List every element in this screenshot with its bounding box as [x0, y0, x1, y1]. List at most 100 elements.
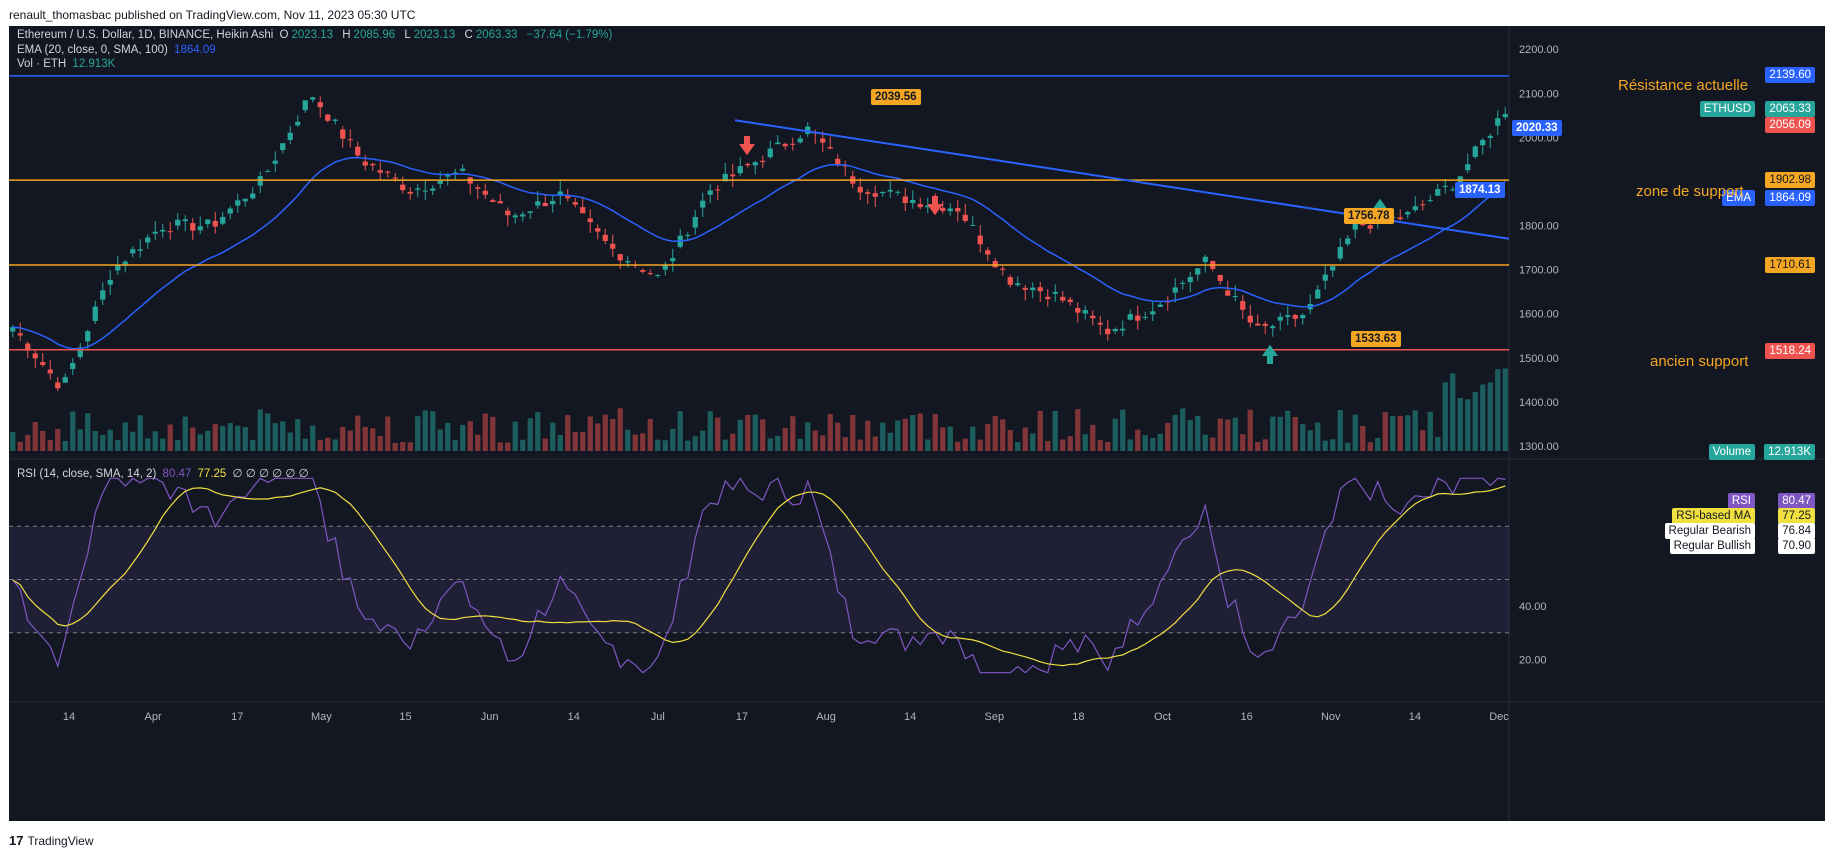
rsi-extras: ∅ ∅ ∅ ∅ ∅ ∅ — [232, 468, 309, 480]
volume-bar — [632, 434, 638, 451]
volume-bar — [1015, 442, 1021, 451]
volume-bar — [1060, 439, 1066, 451]
level-2020-callout: 2020.33 — [1512, 120, 1562, 136]
volume-bar — [220, 426, 226, 451]
candle-body — [167, 231, 173, 233]
candle-body — [962, 214, 968, 221]
volume-bar — [505, 442, 511, 451]
candle-body — [197, 226, 203, 231]
candle-body — [542, 203, 548, 207]
tradingview-brand: TradingView — [27, 833, 94, 848]
volume-bar — [1172, 414, 1178, 451]
candle-body — [355, 146, 361, 156]
candle-body — [1472, 146, 1478, 157]
volume-bar — [1442, 382, 1448, 451]
candle-body — [587, 218, 593, 223]
candle-body — [1247, 315, 1253, 323]
volume-bar — [857, 439, 863, 451]
candle-body — [940, 207, 946, 211]
candle-body — [1135, 315, 1141, 321]
volume-bar — [1465, 399, 1471, 451]
candle-body — [175, 219, 181, 226]
ema-legend: EMA (20, close, 0, SMA, 100) 1864.09 — [17, 44, 219, 56]
volume-bar — [1195, 416, 1201, 451]
candle-body — [610, 243, 616, 249]
volume-bar — [362, 426, 368, 451]
volume-bar — [482, 413, 488, 451]
close-value: 2063.33 — [475, 29, 518, 41]
time-axis-tick: 14 — [568, 711, 580, 723]
time-axis-tick: Oct — [1154, 711, 1171, 723]
candle-body — [1112, 328, 1118, 332]
candle-body — [265, 171, 271, 173]
candle-body — [1195, 268, 1201, 275]
time-axis-tick: Dec — [1489, 711, 1509, 723]
volume-bar — [460, 424, 466, 451]
volume-bar — [902, 418, 908, 451]
volume-bar — [10, 431, 16, 451]
candle-body — [512, 215, 518, 218]
chart-svg[interactable]: 2200.002100.002000.001800.001700.001600.… — [9, 26, 1825, 821]
volume-bar — [235, 425, 241, 451]
candle-body — [422, 190, 428, 192]
level-1874-callout: 1874.13 — [1455, 182, 1505, 198]
volume-bar — [1247, 409, 1253, 451]
candle-body — [647, 273, 653, 275]
candle-body — [242, 198, 248, 202]
candle-body — [1060, 296, 1066, 301]
volume-bar — [1427, 411, 1433, 451]
candle-body — [992, 261, 998, 268]
candle-body — [707, 190, 713, 195]
candle-body — [182, 219, 188, 222]
volume-bar — [925, 439, 931, 451]
volume-bar — [655, 439, 661, 451]
candle-body — [92, 306, 98, 321]
rsi-legend: RSI (14, close, SMA, 14, 2) 80.47 77.25 … — [17, 466, 312, 480]
chart-area[interactable]: 2200.00 2100.00 2000.00 1800.00 1700.00 1600.… — [9, 26, 1825, 821]
volume-bar — [400, 441, 406, 451]
price-axis-tick: 1600.00 — [1519, 309, 1559, 321]
candle-body — [827, 147, 833, 149]
rsi-tag: 80.47 — [1778, 493, 1815, 509]
volume-bar — [467, 421, 473, 451]
candle-body — [1037, 287, 1043, 292]
candle-body — [250, 193, 256, 199]
ethusd-price-tag: 2063.33 — [1765, 101, 1815, 117]
candle-body — [1487, 135, 1493, 138]
volume-bar — [542, 438, 548, 451]
candle-body — [17, 333, 23, 336]
candle-body — [580, 207, 586, 214]
bullish-tag-label: Regular Bullish — [1669, 538, 1755, 554]
candle-body — [595, 228, 601, 232]
bear-arrow-july-stem — [744, 136, 750, 144]
candle-body — [1225, 290, 1231, 296]
volume-bar — [265, 413, 271, 451]
volume-bar — [422, 410, 428, 451]
candle-body — [205, 219, 211, 225]
candle-body — [1075, 308, 1081, 313]
candle-body — [1082, 310, 1088, 314]
old-support-annotation: ancien support — [1650, 353, 1749, 370]
volume-bar — [85, 413, 91, 451]
time-axis-tick: 17 — [231, 711, 243, 723]
volume-bar — [1435, 437, 1441, 451]
volume-bar — [332, 439, 338, 451]
volume-bar — [1352, 414, 1358, 451]
volume-bar — [895, 420, 901, 451]
volume-bar — [160, 438, 166, 451]
candle-body — [1120, 328, 1126, 331]
volume-bar — [317, 439, 323, 451]
candle-body — [670, 258, 676, 262]
volume-bar — [250, 439, 256, 451]
volume-bar — [1082, 434, 1088, 451]
candle-body — [220, 216, 226, 224]
volume-bar — [475, 434, 481, 451]
candle-body — [1277, 316, 1283, 321]
ema-label: EMA (20, close, 0, SMA, 100) — [17, 44, 168, 56]
time-axis-tick: 16 — [1241, 711, 1253, 723]
volume-bar — [1150, 438, 1156, 451]
candle-body — [400, 184, 406, 191]
volume-bar — [1450, 373, 1456, 451]
volume-bar — [700, 430, 706, 451]
time-axis-tick: 18 — [1072, 711, 1084, 723]
